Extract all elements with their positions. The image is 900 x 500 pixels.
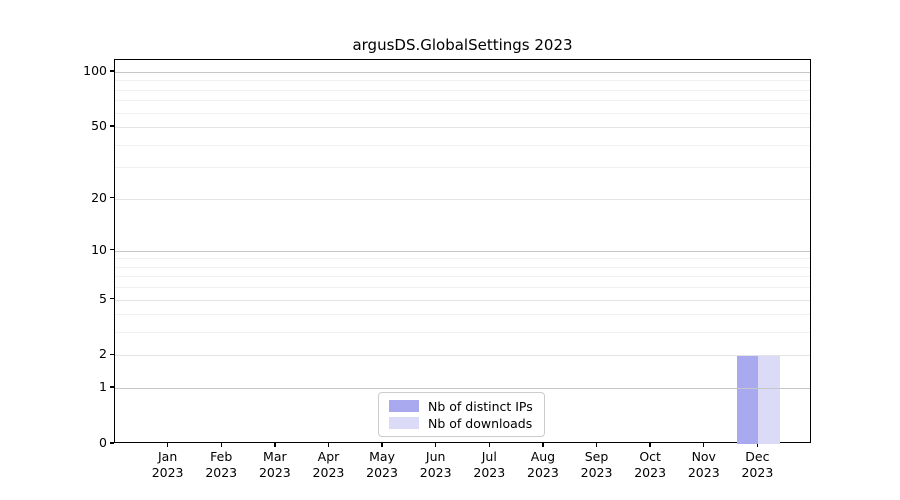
x-tick-oct	[649, 443, 651, 447]
y-tick-label-100: 100	[83, 62, 107, 78]
x-tick-label-feb: Feb 2023	[205, 449, 238, 480]
gridline-y-5	[115, 299, 810, 301]
x-tick-label-jan: Jan 2023	[151, 449, 184, 480]
legend-swatch-distinct-ips	[389, 400, 419, 412]
legend-label-downloads: Nb of downloads	[428, 415, 533, 431]
gridline-y-70	[115, 100, 810, 102]
x-tick-label-may: May 2023	[366, 449, 398, 480]
gridline-y-4	[115, 314, 810, 316]
x-tick-label-nov: Nov 2023	[687, 449, 720, 480]
x-tick-label-oct: Oct 2023	[634, 449, 667, 480]
y-tick-5	[110, 297, 114, 300]
x-tick-jan	[166, 443, 169, 447]
gridline-y-50	[115, 126, 810, 128]
y-tick-label-5: 5	[99, 290, 107, 306]
legend-row-downloads: Nb of downloads	[389, 415, 536, 431]
gridline-y-3	[115, 332, 810, 334]
x-tick-apr	[327, 443, 330, 447]
x-tick-jun	[434, 443, 437, 447]
x-tick-feb	[220, 443, 222, 447]
gridline-y-8	[115, 266, 810, 268]
x-tick-jul	[488, 443, 490, 447]
y-tick-0	[110, 442, 114, 444]
x-tick-label-mar: Mar 2023	[258, 449, 291, 480]
plot-area	[114, 59, 811, 444]
x-tick-label-jun: Jun 2023	[419, 449, 452, 480]
gridline-y-60	[115, 112, 810, 114]
gridline-y-1	[115, 388, 810, 390]
legend-row-distinct-ips: Nb of distinct IPs	[389, 398, 536, 414]
y-tick-label-2: 2	[99, 346, 107, 362]
gridline-y-6	[115, 287, 810, 289]
y-tick-label-0: 0	[99, 435, 107, 450]
y-tick-50	[110, 125, 114, 127]
y-tick-1	[110, 386, 114, 388]
y-tick-label-1: 1	[99, 379, 107, 395]
gridline-y-30	[115, 167, 810, 169]
x-tick-label-aug: Aug 2023	[527, 449, 559, 480]
bar-dec-downloads	[758, 355, 780, 444]
gridline-y-10	[115, 250, 810, 252]
gridline-y-40	[115, 144, 810, 146]
x-tick-may	[381, 443, 383, 447]
gridline-y-7	[115, 276, 810, 278]
x-tick-label-sep: Sep 2023	[580, 449, 613, 480]
y-tick-label-10: 10	[91, 241, 107, 257]
x-tick-nov	[703, 443, 705, 447]
y-tick-2	[110, 353, 114, 356]
legend: Nb of distinct IPs Nb of downloads	[378, 392, 545, 437]
x-tick-aug	[542, 443, 544, 447]
legend-swatch-downloads	[389, 417, 419, 429]
x-tick-label-apr: Apr 2023	[312, 449, 345, 480]
x-tick-dec	[756, 443, 759, 447]
x-tick-label-dec: Dec 2023	[741, 449, 774, 480]
y-tick-100	[110, 70, 114, 72]
y-tick-label-20: 20	[91, 189, 107, 205]
y-tick-20	[110, 196, 114, 199]
bar-dec-distinct-ips	[736, 355, 759, 444]
gridline-y-90	[115, 80, 810, 82]
legend-label-distinct-ips: Nb of distinct IPs	[428, 398, 533, 414]
x-tick-sep	[595, 443, 598, 447]
x-tick-label-jul: Jul 2023	[473, 449, 506, 480]
gridline-y-9	[115, 258, 810, 260]
chart-title: argusDS.GlobalSettings 2023	[352, 36, 573, 54]
gridline-y-100	[115, 71, 810, 73]
x-tick-mar	[274, 443, 276, 447]
y-tick-label-50: 50	[91, 117, 107, 133]
gridline-y-80	[115, 89, 810, 91]
gridline-y-20	[115, 198, 810, 200]
y-tick-10	[110, 248, 114, 251]
gridline-y-2	[115, 355, 810, 357]
